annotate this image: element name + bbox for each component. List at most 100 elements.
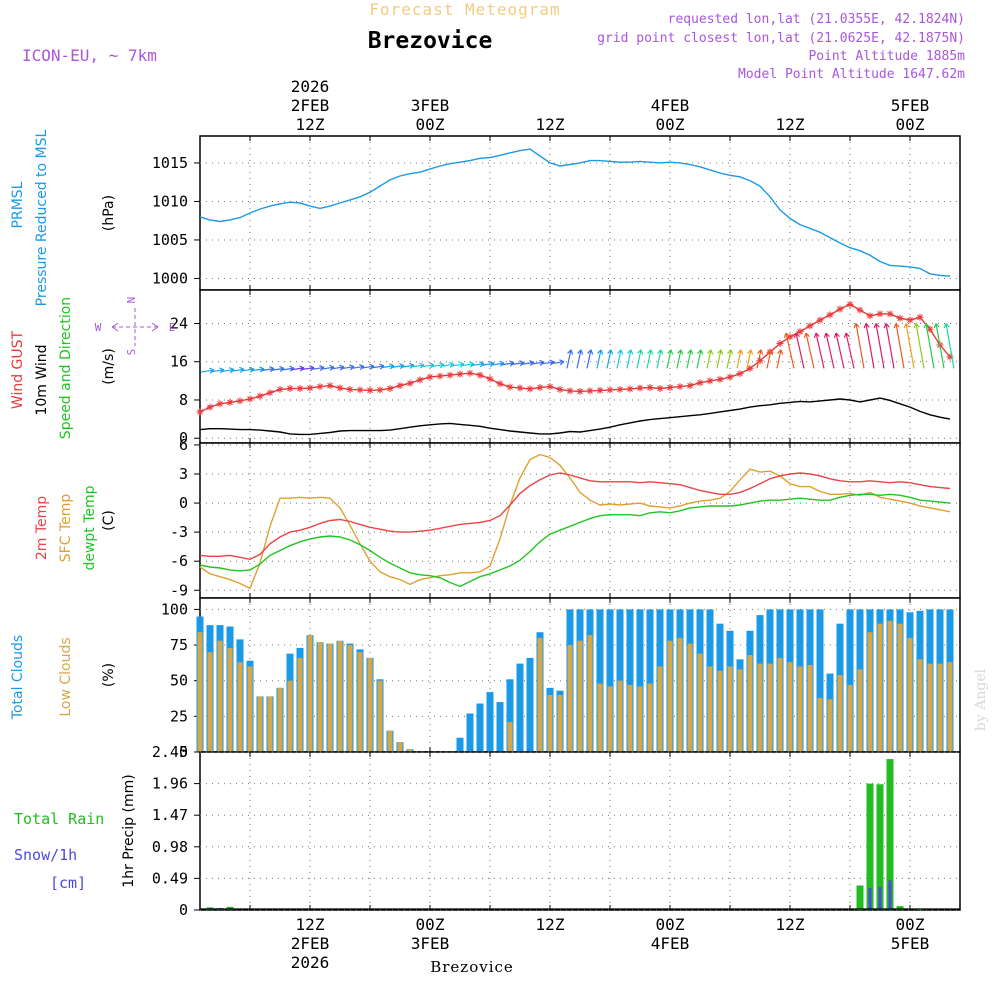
- location-title: Brezovice: [368, 28, 493, 54]
- gust-marker: [516, 384, 524, 392]
- compass-e: E: [169, 321, 176, 334]
- left-label: Total Clouds: [10, 635, 26, 720]
- y-tick-label: 25: [170, 707, 188, 725]
- gust-marker: [266, 389, 274, 397]
- wind-arrow: [706, 349, 712, 369]
- wind-arrow: [350, 365, 365, 370]
- wind-arrow: [885, 323, 895, 369]
- gust-marker: [196, 408, 204, 416]
- low-cloud-bar: [297, 657, 303, 752]
- wind-arrow: [835, 332, 845, 369]
- gust-marker: [736, 370, 744, 378]
- gust-marker: [476, 371, 484, 379]
- gust-marker: [606, 386, 614, 394]
- bottom-time-label: 2FEB: [291, 934, 330, 953]
- left-label: Total Rain: [14, 810, 104, 828]
- y-tick-label: 1.47: [152, 806, 188, 824]
- wind-arrowhead: [893, 323, 900, 329]
- model-altitude: Model Point Altitude 1647.62m: [738, 67, 965, 82]
- wind-arrow: [726, 349, 732, 369]
- wind-arrow: [746, 349, 752, 369]
- low-cloud-bar: [397, 742, 403, 752]
- gust-marker: [806, 322, 814, 330]
- wind-arrow: [340, 366, 355, 370]
- low-cloud-bar: [747, 655, 753, 752]
- wind-arrow: [815, 332, 825, 369]
- gust-marker: [316, 383, 324, 391]
- compass-arrow-e: [151, 322, 159, 332]
- wind-arrow: [430, 363, 445, 368]
- gust-marker: [586, 387, 594, 395]
- low-cloud-bar: [757, 663, 763, 752]
- wind-arrow: [480, 362, 495, 366]
- gust-marker: [436, 372, 444, 380]
- compass-arrow-w: [111, 322, 119, 332]
- gust-marker: [946, 353, 954, 361]
- wind-arrow: [250, 368, 265, 372]
- wind-arrow: [825, 332, 835, 369]
- wind-arrowhead: [883, 323, 890, 329]
- gust-marker: [756, 357, 764, 365]
- wind-arrowhead: [853, 323, 860, 329]
- gust-marker: [636, 384, 644, 392]
- low-cloud-bar: [847, 684, 853, 752]
- gust-marker: [886, 310, 894, 318]
- wind-arrow: [646, 349, 652, 369]
- snow-bar: [878, 886, 882, 910]
- low-cloud-bar: [677, 637, 683, 752]
- gust-marker: [646, 384, 654, 392]
- low-cloud-bar: [617, 680, 623, 752]
- gust-marker: [866, 312, 874, 320]
- gust-marker: [456, 370, 464, 378]
- point-altitude: Point Altitude 1885m: [808, 49, 965, 64]
- low-cloud-bar: [537, 637, 543, 752]
- wind-arrow: [520, 361, 535, 365]
- gust-marker: [466, 369, 474, 377]
- wind-arrow: [626, 349, 632, 369]
- wind-arrow: [656, 349, 662, 369]
- gust-marker: [906, 316, 914, 324]
- wind-arrow: [875, 323, 885, 369]
- low-cloud-bar: [837, 675, 843, 752]
- y-tick-label: 0: [179, 429, 188, 447]
- wind-arrowhead: [607, 349, 614, 355]
- left-label: PRMSL: [10, 181, 26, 228]
- wind-arrowhead: [717, 349, 724, 355]
- low-cloud-bar: [937, 663, 943, 752]
- wind-arrowhead: [647, 349, 654, 355]
- panel-frame: [199, 135, 961, 291]
- wind-arrow: [220, 368, 235, 373]
- low-cloud-bar: [377, 680, 383, 752]
- low-cloud-bar: [207, 652, 213, 752]
- wind-arrow: [300, 367, 315, 371]
- left-label: Snow/1h: [14, 846, 77, 864]
- wind-arrow: [440, 363, 455, 367]
- gust-marker: [246, 395, 254, 403]
- gust-marker: [746, 364, 754, 372]
- low-cloud-bar: [917, 659, 923, 752]
- y-tick-label: 0: [179, 743, 188, 761]
- left-label: SFC Temp: [58, 494, 74, 563]
- gust-marker: [856, 306, 864, 314]
- gust-marker: [406, 379, 414, 387]
- gust-marker: [446, 371, 454, 379]
- wind-arrow: [945, 323, 955, 369]
- low-cloud-bar: [227, 647, 233, 752]
- wind-arrow: [905, 323, 915, 369]
- wind-arrow: [566, 349, 572, 369]
- wind-arrowhead: [559, 359, 565, 366]
- top-time-label: 00Z: [896, 115, 925, 134]
- rain-bar: [876, 784, 884, 910]
- gust-marker: [676, 383, 684, 391]
- wind-arrow: [450, 363, 465, 367]
- gust-marker: [226, 398, 234, 406]
- total-cloud-bar: [496, 702, 504, 752]
- unit-label: (%): [101, 663, 117, 687]
- wind-arrow: [895, 323, 905, 369]
- compass-s: S: [125, 349, 138, 356]
- total-cloud-bar: [466, 713, 474, 752]
- gust-marker: [206, 403, 214, 411]
- left-label: 10m Wind: [34, 344, 50, 415]
- gust-marker: [426, 373, 434, 381]
